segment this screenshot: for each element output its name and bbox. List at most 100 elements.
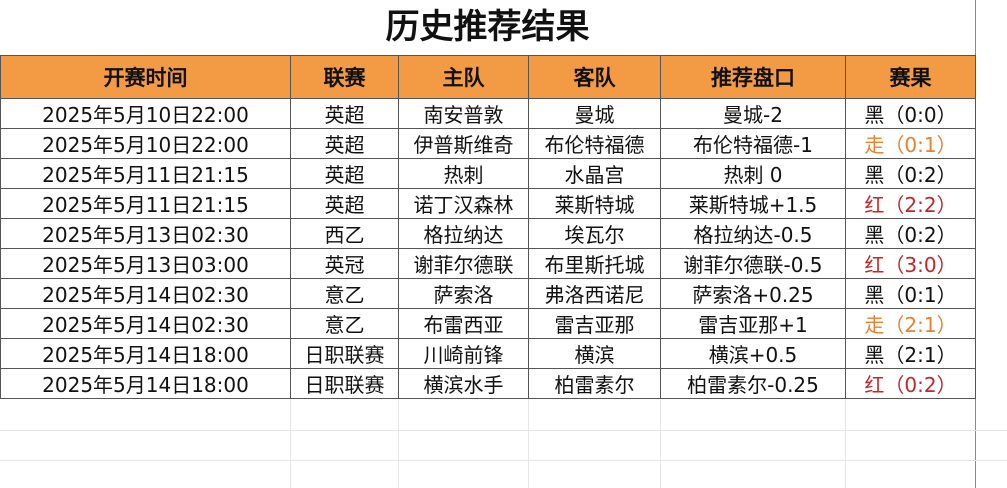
pick-cell[interactable]: 曼城-2 (660, 98, 846, 129)
result-label: 走 (864, 133, 885, 157)
score-label: （2:1） (884, 313, 957, 337)
league-cell[interactable]: 英超 (290, 158, 399, 189)
score-label: （0:2） (884, 373, 957, 397)
home-cell[interactable]: 布雷西亚 (398, 308, 529, 339)
header-cell[interactable]: 联赛 (290, 55, 399, 99)
header-cell[interactable]: 赛果 (845, 55, 976, 99)
score-label: （0:1） (884, 133, 957, 157)
league-cell[interactable]: 意乙 (290, 308, 399, 339)
result-cell[interactable]: 黑（0:2） (845, 158, 976, 189)
empty-gridline (0, 430, 1007, 431)
result-cell[interactable]: 黑（0:2） (845, 218, 976, 249)
home-cell[interactable]: 萨索洛 (398, 278, 529, 309)
result-label: 红 (864, 253, 885, 277)
empty-gridline (528, 399, 529, 488)
table-row: 2025年5月10日22:00 英超 南安普敦 曼城 曼城-2 黑（0:0） (0, 98, 976, 129)
pick-cell[interactable]: 横滨+0.5 (660, 338, 846, 369)
result-cell[interactable]: 红（3:0） (845, 248, 976, 279)
column-divider (975, 0, 976, 488)
time-cell[interactable]: 2025年5月11日21:15 (0, 158, 291, 189)
away-cell[interactable]: 布里斯托城 (528, 248, 661, 279)
time-cell[interactable]: 2025年5月14日02:30 (0, 278, 291, 309)
away-cell[interactable]: 埃瓦尔 (528, 218, 661, 249)
away-cell[interactable]: 曼城 (528, 98, 661, 129)
header-cell[interactable]: 主队 (398, 55, 529, 99)
pick-cell[interactable]: 萨索洛+0.25 (660, 278, 846, 309)
table-row: 2025年5月13日03:00 英冠 谢菲尔德联 布里斯托城 谢菲尔德联-0.5 红（3:… (0, 248, 976, 279)
time-cell[interactable]: 2025年5月10日22:00 (0, 128, 291, 159)
result-cell[interactable]: 红（0:2） (845, 368, 976, 399)
score-label: （2:1） (884, 343, 957, 367)
table-row: 2025年5月14日18:00 日职联赛 川崎前锋 横滨 横滨+0.5 黑（2:1） (0, 338, 976, 369)
time-cell[interactable]: 2025年5月13日03:00 (0, 248, 291, 279)
result-label: 黑 (864, 343, 885, 367)
league-cell[interactable]: 英超 (290, 98, 399, 129)
score-label: （0:2） (884, 223, 957, 247)
away-cell[interactable]: 布伦特福德 (528, 128, 661, 159)
table-row: 2025年5月14日18:00 日职联赛 横滨水手 柏雷素尔 柏雷素尔-0.25 红（0:… (0, 368, 976, 399)
time-cell[interactable]: 2025年5月14日18:00 (0, 338, 291, 369)
empty-gridline (290, 399, 291, 488)
away-cell[interactable]: 雷吉亚那 (528, 308, 661, 339)
home-cell[interactable]: 川崎前锋 (398, 338, 529, 369)
pick-cell[interactable]: 柏雷素尔-0.25 (660, 368, 846, 399)
time-cell[interactable]: 2025年5月14日02:30 (0, 308, 291, 339)
results-table: 开赛时间 联赛 主队 客队 推荐盘口 赛果 2025年5月10日22:00 英超南… (0, 55, 976, 399)
home-cell[interactable]: 热刺 (398, 158, 529, 189)
empty-gridline (0, 460, 1007, 461)
league-cell[interactable]: 意乙 (290, 278, 399, 309)
away-cell[interactable]: 柏雷素尔 (528, 368, 661, 399)
result-label: 红 (864, 193, 885, 217)
score-label: （0:2） (884, 163, 957, 187)
score-label: （0:0） (884, 103, 957, 127)
away-cell[interactable]: 莱斯特城 (528, 188, 661, 219)
league-cell[interactable]: 英冠 (290, 248, 399, 279)
league-cell[interactable]: 英超 (290, 128, 399, 159)
home-cell[interactable]: 南安普敦 (398, 98, 529, 129)
time-cell[interactable]: 2025年5月11日21:15 (0, 188, 291, 219)
home-cell[interactable]: 伊普斯维奇 (398, 128, 529, 159)
time-cell[interactable]: 2025年5月10日22:00 (0, 98, 291, 129)
table-row: 2025年5月11日21:15 英超 诺丁汉森林 莱斯特城 莱斯特城+1.5 红（2:2） (0, 188, 976, 219)
home-cell[interactable]: 诺丁汉森林 (398, 188, 529, 219)
empty-gridline (660, 399, 661, 488)
pick-cell[interactable]: 谢菲尔德联-0.5 (660, 248, 846, 279)
score-label: （2:2） (884, 193, 957, 217)
empty-gridline (398, 399, 399, 488)
empty-gridline (845, 399, 846, 488)
away-cell[interactable]: 弗洛西诺尼 (528, 278, 661, 309)
result-cell[interactable]: 走（0:1） (845, 128, 976, 159)
score-label: （0:1） (884, 283, 957, 307)
league-cell[interactable]: 日职联赛 (290, 338, 399, 369)
table-row: 2025年5月11日21:15 英超 热刺 水晶宫 热刺 0 黑（0:2） (0, 158, 976, 189)
league-cell[interactable]: 英超 (290, 188, 399, 219)
home-cell[interactable]: 谢菲尔德联 (398, 248, 529, 279)
home-cell[interactable]: 横滨水手 (398, 368, 529, 399)
time-cell[interactable]: 2025年5月14日18:00 (0, 368, 291, 399)
pick-cell[interactable]: 雷吉亚那+1 (660, 308, 846, 339)
table-row: 2025年5月10日22:00 英超 伊普斯维奇 布伦特福德 布伦特福德-1 走（0:1） (0, 128, 976, 159)
pick-cell[interactable]: 莱斯特城+1.5 (660, 188, 846, 219)
table-row: 2025年5月13日02:30 西乙 格拉纳达 埃瓦尔 格拉纳达-0.5 黑（0:2） (0, 218, 976, 249)
league-cell[interactable]: 西乙 (290, 218, 399, 249)
result-cell[interactable]: 走（2:1） (845, 308, 976, 339)
result-cell[interactable]: 黑（0:1） (845, 278, 976, 309)
result-label: 黑 (864, 223, 885, 247)
time-cell[interactable]: 2025年5月13日02:30 (0, 218, 291, 249)
header-cell[interactable]: 推荐盘口 (660, 55, 846, 99)
home-cell[interactable]: 格拉纳达 (398, 218, 529, 249)
away-cell[interactable]: 水晶宫 (528, 158, 661, 189)
away-cell[interactable]: 横滨 (528, 338, 661, 369)
league-cell[interactable]: 日职联赛 (290, 368, 399, 399)
table-row: 2025年5月14日02:30 意乙 萨索洛 弗洛西诺尼 萨索洛+0.25 黑（0:1） (0, 278, 976, 309)
result-cell[interactable]: 黑（2:1） (845, 338, 976, 369)
header-cell[interactable]: 开赛时间 (0, 55, 291, 99)
pick-cell[interactable]: 布伦特福德-1 (660, 128, 846, 159)
pick-cell[interactable]: 热刺 0 (660, 158, 846, 189)
pick-cell[interactable]: 格拉纳达-0.5 (660, 218, 846, 249)
table-row: 2025年5月14日02:30 意乙 布雷西亚 雷吉亚那 雷吉亚那+1 走（2:1） (0, 308, 976, 339)
result-label: 走 (864, 313, 885, 337)
result-cell[interactable]: 红（2:2） (845, 188, 976, 219)
result-cell[interactable]: 黑（0:0） (845, 98, 976, 129)
header-cell[interactable]: 客队 (528, 55, 661, 99)
